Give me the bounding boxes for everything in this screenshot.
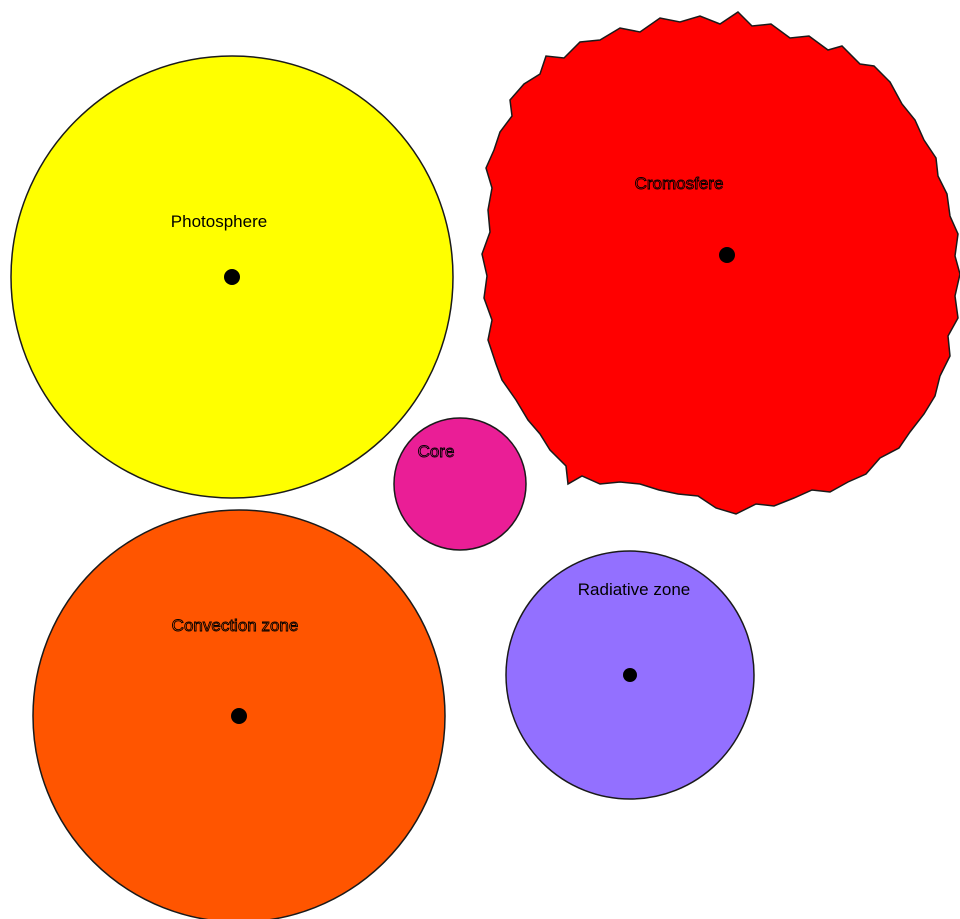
- radiative-zone-label: Radiative zone: [578, 580, 690, 599]
- photosphere-center-dot: [224, 269, 240, 285]
- radiative-zone-group: Radiative zone: [505, 550, 755, 800]
- core-label: Core: [418, 442, 455, 461]
- core-circle: [393, 417, 527, 551]
- radiative-zone-center-dot: [623, 668, 637, 682]
- convection-zone-center-dot: [231, 708, 247, 724]
- core-group: Core: [393, 417, 527, 551]
- photosphere-label: Photosphere: [171, 212, 267, 231]
- photosphere-group: Photosphere: [10, 55, 454, 499]
- convection-zone-label: Convection zone: [172, 616, 299, 635]
- cromosfere-group: Cromosfere: [481, 11, 960, 515]
- convection-zone-group: Convection zone: [32, 509, 446, 919]
- cromosfere-shape: [481, 11, 960, 515]
- cromosfere-center-dot: [719, 247, 735, 263]
- cromosfere-label: Cromosfere: [635, 174, 724, 193]
